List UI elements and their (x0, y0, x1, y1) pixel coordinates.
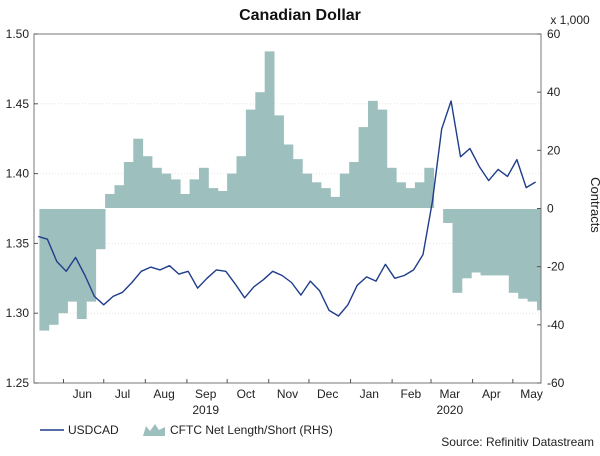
x-axis-tick-label: May (520, 387, 543, 401)
x-axis-tick-label: Mar (439, 387, 460, 401)
cftc-area-segment (39, 208, 50, 331)
legend-cftc-label: CFTC Net Length/Short (RHS) (170, 423, 333, 437)
cftc-area-segment (461, 208, 472, 279)
cftc-area-segment (76, 208, 87, 319)
left-axis-tick-label: 1.25 (6, 376, 30, 390)
cftc-area-segment (95, 208, 106, 250)
right-axis-tick-label: 40 (547, 85, 561, 99)
right-axis-unit-label: x 1,000 (550, 13, 590, 27)
right-axis-tick-label: -40 (547, 318, 565, 332)
left-axis-tick-label: 1.45 (6, 97, 30, 111)
cftc-area-segment (123, 162, 134, 209)
right-axis-tick-label: 20 (547, 143, 561, 157)
cftc-area-segment (133, 138, 144, 209)
chart-legend: USDCAD CFTC Net Length/Short (RHS) (40, 423, 333, 437)
x-axis-tick-label: Jun (73, 387, 92, 401)
x-axis-tick-label: Feb (401, 387, 422, 401)
cftc-area-segment (490, 208, 500, 276)
cftc-area-segment (349, 162, 359, 209)
cftc-area-segment (170, 179, 181, 209)
cftc-area-segment (105, 194, 115, 209)
cftc-area-segment (518, 208, 528, 299)
x-axis-tick-label: Aug (153, 387, 174, 401)
chart-title: Canadian Dollar (239, 7, 361, 24)
right-axis-tick-label: 0 (547, 202, 554, 216)
cftc-area-segment (189, 179, 200, 209)
cftc-area-segment (414, 182, 425, 209)
x-axis-tick-label: Apr (482, 387, 501, 401)
cftc-area-segment (405, 188, 416, 209)
cftc-area-segment (208, 188, 219, 209)
cftc-area-segment (199, 167, 209, 209)
cftc-area-segment (339, 173, 350, 209)
cftc-area-segment (180, 194, 190, 209)
legend-cftc-swatch (143, 424, 165, 436)
cftc-area-segment (236, 156, 247, 209)
cftc-area-segment (227, 173, 237, 209)
cftc-area-segment (424, 167, 435, 209)
x-axis-year-label: 2019 (192, 403, 219, 417)
cftc-area-segment (527, 208, 538, 302)
x-axis-tick-label: Jul (115, 387, 130, 401)
cftc-area-segment (508, 208, 519, 293)
source-note: Source: Refinitiv Datastream (441, 435, 594, 449)
x-axis-tick-label: Sep (195, 387, 217, 401)
cftc-area-segment (321, 188, 331, 209)
cftc-area-segment (396, 182, 406, 209)
x-axis-tick-label: Nov (277, 387, 298, 401)
left-axis-tick-label: 1.40 (6, 167, 30, 181)
x-axis-tick-label: Dec (317, 387, 338, 401)
cftc-area-segment (255, 92, 266, 209)
cftc-area-segment (114, 185, 125, 209)
right-axis-label: Contracts (588, 177, 600, 233)
cftc-area-segment (245, 109, 256, 209)
left-axis-tick-label: 1.30 (6, 306, 30, 320)
cftc-area-segment (377, 109, 388, 209)
left-axis-tick-label: 1.50 (6, 27, 30, 41)
cftc-area-segment (480, 208, 491, 276)
right-axis-tick-label: 60 (547, 27, 561, 41)
cftc-area-segment (443, 208, 453, 223)
left-axis-tick-label: 1.35 (6, 236, 30, 250)
cftc-area-segment (161, 173, 172, 209)
cftc-area-segment (58, 208, 68, 314)
cftc-area-segment (142, 156, 153, 209)
right-axis-tick-label: -20 (547, 260, 565, 274)
usdcad-line (37, 100, 536, 317)
cftc-area-segment (152, 167, 162, 209)
x-axis-year-label: 2020 (436, 403, 463, 417)
legend-usdcad-label: USDCAD (68, 423, 119, 437)
cftc-area-segment (358, 127, 369, 209)
cftc-area-segment (292, 159, 303, 209)
x-axis-tick-label: Oct (237, 387, 256, 401)
right-axis-tick-label: -60 (547, 376, 565, 390)
cftc-area-segment (48, 208, 59, 325)
cftc-area-segment (471, 208, 482, 273)
cftc-area-segment (311, 182, 322, 209)
x-axis-tick-label: Jan (360, 387, 379, 401)
cftc-area-segment (537, 208, 542, 311)
cftc-area-segment (274, 115, 284, 209)
cftc-area-segment (86, 208, 97, 302)
cftc-area-segment (499, 208, 510, 276)
cftc-area-segment (264, 51, 275, 209)
cftc-area-segment (330, 196, 341, 209)
cftc-area-segment (302, 173, 313, 209)
cftc-area-segment (386, 167, 397, 209)
cftc-area-segment (452, 208, 463, 293)
cftc-area-segment (67, 208, 78, 302)
cftc-area-segment (368, 100, 378, 209)
cftc-area-segment (283, 144, 294, 209)
cftc-area-segment (217, 191, 228, 209)
